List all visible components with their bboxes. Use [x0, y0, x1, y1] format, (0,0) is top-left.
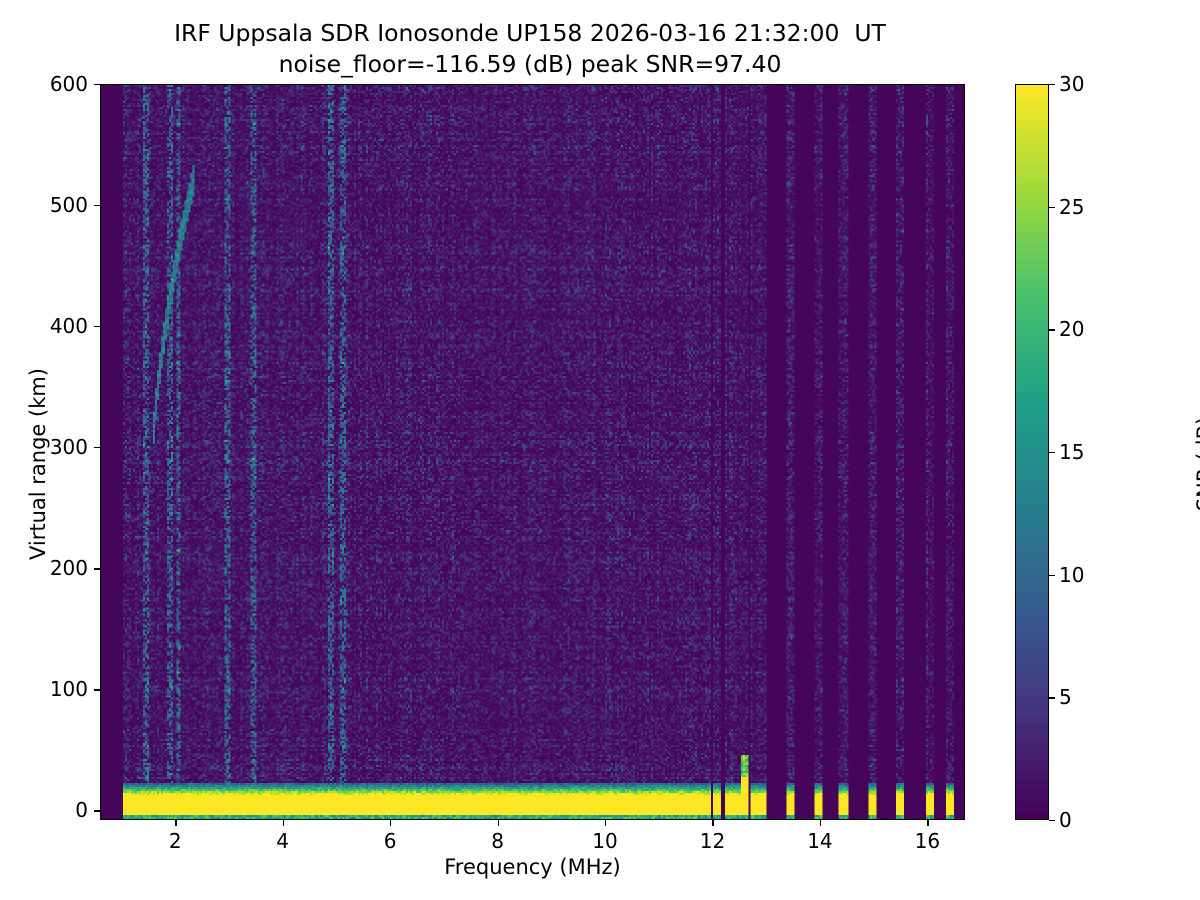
- y-tick-label: 100: [49, 677, 88, 702]
- ionogram-heatmap: [101, 85, 964, 819]
- x-tick-mark: [390, 820, 392, 826]
- y-tick-label: 600: [49, 72, 88, 96]
- title-line-2: noise_floor=-116.59 (dB) peak SNR=97.40: [278, 49, 782, 78]
- x-tick-label: 2: [168, 829, 182, 853]
- x-tick-mark: [282, 820, 284, 826]
- colorbar-tick-label: 5: [1059, 685, 1072, 710]
- colorbar-tick-mark: [1049, 329, 1055, 331]
- y-tick-label: 200: [49, 556, 88, 581]
- colorbar-tick-mark: [1049, 206, 1055, 208]
- y-tick-mark: [94, 568, 100, 570]
- x-tick-mark: [712, 820, 714, 826]
- y-tick-label: 500: [49, 193, 88, 218]
- y-tick-label: 0: [75, 798, 88, 823]
- y-axis-label: Virtual range (km): [26, 367, 50, 561]
- y-tick-mark: [94, 84, 100, 86]
- colorbar-tick-label: 10: [1059, 562, 1085, 587]
- y-tick-label: 400: [49, 314, 88, 339]
- x-tick-mark: [605, 820, 607, 826]
- x-tick-mark: [927, 820, 929, 826]
- figure-title: IRF Uppsala SDR Ionosonde UP158 2026-03-…: [0, 18, 1060, 79]
- x-tick-label: 8: [491, 829, 504, 853]
- y-tick-mark: [94, 326, 100, 328]
- x-tick-mark: [175, 820, 177, 826]
- y-tick-label: 300: [49, 435, 88, 460]
- ionogram-plot-area: [100, 84, 965, 820]
- colorbar-tick-mark: [1049, 84, 1055, 86]
- colorbar-tick-label: 25: [1059, 194, 1085, 219]
- x-tick-label: 10: [592, 829, 618, 853]
- colorbar-label: SNR (dB): [1193, 416, 1200, 512]
- colorbar-tick-label: 20: [1059, 317, 1085, 342]
- x-tick-label: 12: [699, 829, 726, 853]
- y-tick-mark: [94, 689, 100, 691]
- x-tick-label: 4: [276, 829, 290, 853]
- colorbar-tick-mark: [1049, 697, 1055, 699]
- x-tick-label: 6: [383, 829, 397, 853]
- colorbar: [1015, 84, 1049, 820]
- colorbar-gradient: [1016, 85, 1048, 819]
- colorbar-tick-mark: [1049, 574, 1055, 576]
- colorbar-tick-label: 30: [1059, 72, 1085, 96]
- colorbar-tick-label: 15: [1059, 440, 1085, 464]
- colorbar-tick-label: 0: [1059, 808, 1072, 832]
- y-tick-mark: [94, 205, 100, 207]
- x-axis-label: Frequency (MHz): [444, 855, 621, 879]
- colorbar-tick-mark: [1049, 452, 1055, 454]
- y-tick-mark: [94, 810, 100, 812]
- colorbar-tick-mark: [1049, 820, 1055, 822]
- x-tick-mark: [819, 820, 822, 826]
- y-tick-mark: [94, 447, 100, 449]
- x-tick-label: 14: [807, 829, 833, 853]
- x-tick-mark: [497, 820, 499, 826]
- title-line-1: IRF Uppsala SDR Ionosonde UP158 2026-03-…: [174, 19, 886, 47]
- x-tick-label: 16: [914, 829, 941, 853]
